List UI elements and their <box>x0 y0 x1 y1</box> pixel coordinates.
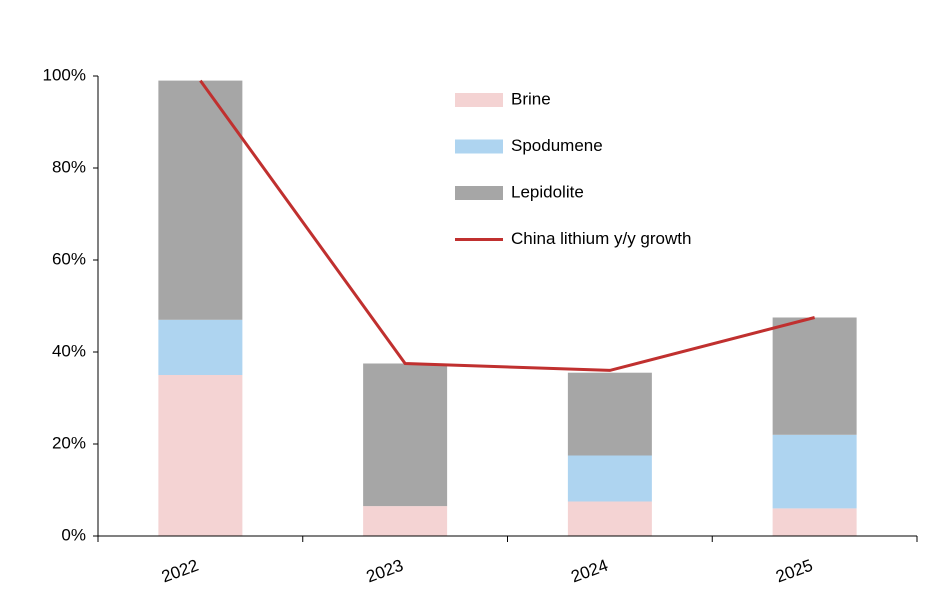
bar-segment <box>567 455 652 502</box>
y-tick-label: 100% <box>43 65 86 84</box>
legend-swatch <box>455 139 503 154</box>
bar-segment <box>158 375 243 536</box>
legend-swatch <box>455 186 503 200</box>
bar-segment <box>363 363 448 507</box>
bar-segment <box>772 508 857 536</box>
legend-swatch <box>455 93 503 107</box>
legend-label: Brine <box>511 89 551 108</box>
y-tick-label: 0% <box>61 525 86 544</box>
x-tick-label: 2023 <box>364 556 406 587</box>
legend-label: Spodumene <box>511 136 603 155</box>
y-tick-label: 80% <box>52 157 86 176</box>
legend-label: Lepidolite <box>511 182 584 201</box>
line-series <box>199 79 816 372</box>
x-tick-label: 2024 <box>569 556 611 587</box>
bar-segment <box>363 506 448 536</box>
y-tick-label: 40% <box>52 341 86 360</box>
bar-segment <box>158 319 243 375</box>
bar-segment <box>772 317 857 435</box>
y-tick-label: 60% <box>52 249 86 268</box>
x-tick-label: 2022 <box>159 556 201 587</box>
y-tick-label: 20% <box>52 433 86 452</box>
bar-segment <box>772 434 857 509</box>
bar-segment <box>567 501 652 536</box>
bar-segment <box>158 80 243 320</box>
bar-segment <box>567 372 652 456</box>
x-tick-label: 2025 <box>773 556 815 587</box>
legend-label: China lithium y/y growth <box>511 229 691 248</box>
